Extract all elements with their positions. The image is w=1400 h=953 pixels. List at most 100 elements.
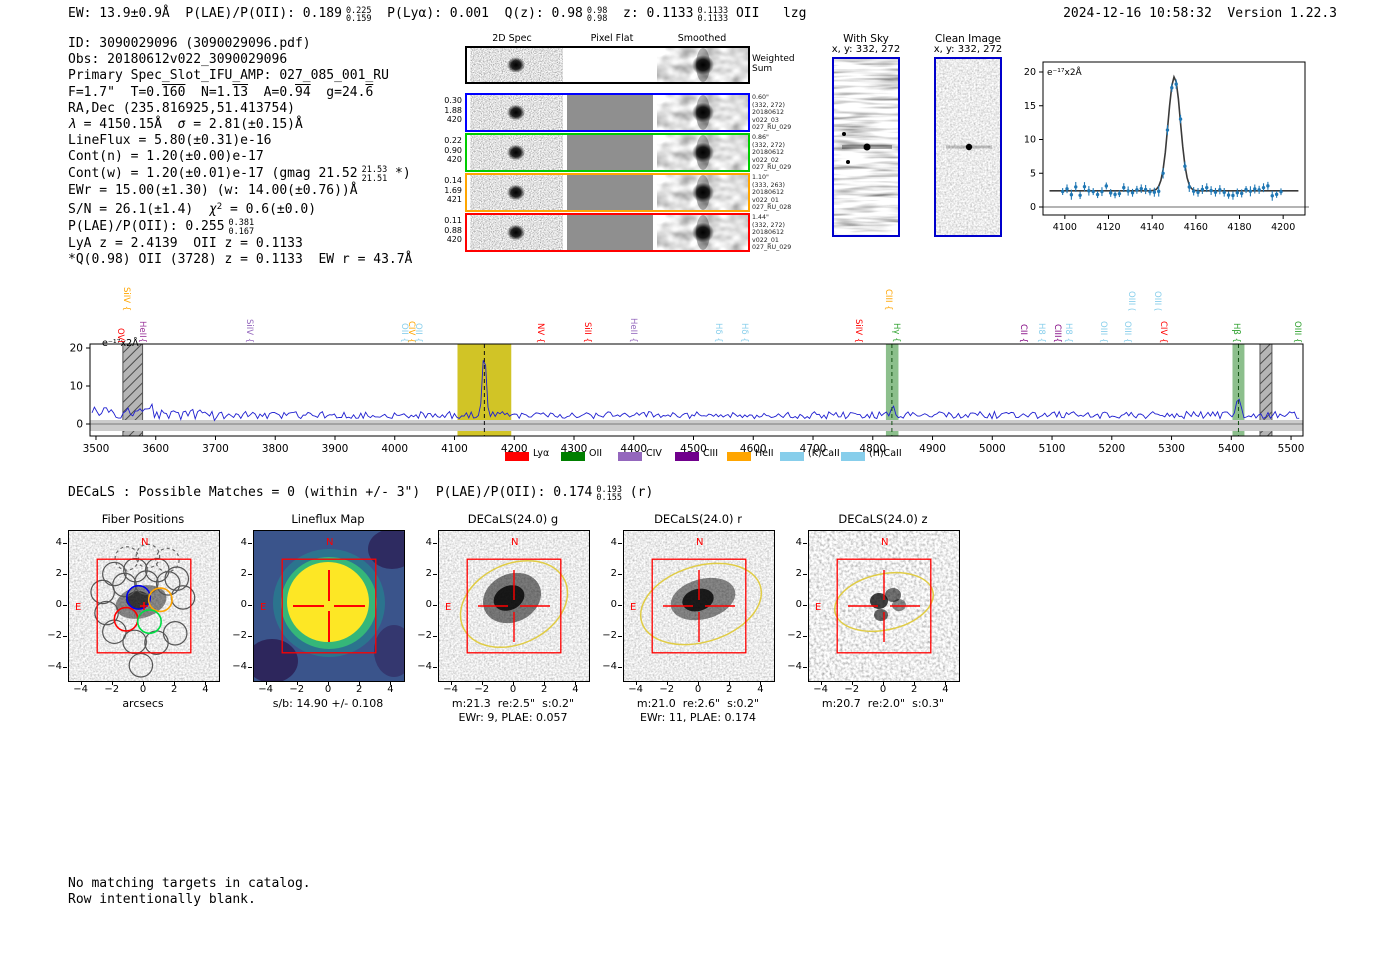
text-segment: 2 [216, 202, 223, 213]
text-segment: P(LAE)/P(OII): 0.255 [68, 218, 225, 234]
cutout-ytick-mark [803, 605, 807, 606]
text-segment: 6 [365, 84, 374, 100]
cutout-ytick-mark [618, 667, 622, 669]
svg-text:E: E [260, 602, 266, 613]
spec2d-row-image [470, 135, 748, 170]
text-segment: LyA z = 2.4139 OII z = 0.1133 [68, 236, 303, 252]
text-segment: P(Lyα): 0.001 Q(z): 0.98 [371, 6, 583, 21]
cutout-xtick-mark [205, 681, 207, 685]
text-segment: z: 0.1133 [607, 6, 694, 21]
spec2d-left-label: 0.90 [444, 145, 462, 155]
info-line: Cont(n) = 1.20(±0.00)e-17 [68, 149, 412, 165]
cutout-xtick-mark [359, 681, 361, 685]
cutout-ytick: −2 [602, 630, 617, 642]
cutout-xtick-mark [111, 681, 113, 685]
cutout-xtick: −2 [844, 684, 860, 695]
spec2d-left-label: 421 [446, 195, 462, 204]
spec2d-right-line: 1.10" [752, 174, 769, 181]
spec2d-left-label: 0.11 [444, 216, 462, 225]
cutout-ytick-mark [63, 667, 67, 669]
text-segment: EW: 13.9±0.9Å P(LAE)/P(OII): 0.189 [68, 6, 342, 21]
timestamp: 2024-12-16 10:58:32 Version 1.22.3 [1063, 6, 1337, 21]
info-line: Obs: 20180612v022_3090029096 [68, 52, 412, 68]
text-segment: DECaLS : Possible Matches = 0 (within +/… [68, 485, 593, 500]
cutout-xtick-mark [296, 681, 298, 685]
spec2d-right-line: Weighted [752, 54, 795, 64]
cutout-xtick-mark [820, 681, 822, 685]
cutout-xtick-mark [481, 681, 483, 685]
spec2d-right-line: v022_01 [752, 236, 779, 244]
info-line: LineFlux = 5.80(±0.31)e-16 [68, 133, 412, 149]
text-segment: = 2.81(±0.15)Å [185, 117, 303, 133]
cutout-xtick: −4 [73, 684, 88, 695]
cutout-ytick: 0 [55, 599, 62, 610]
cutout-ytick: 2 [240, 567, 247, 579]
svg-text:10: 10 [1024, 135, 1036, 146]
cutout-caption-1: m:20.7 re:2.0" s:0.3" [821, 697, 945, 710]
text-segment: A=0. [248, 84, 295, 100]
cutout-xtick-mark [265, 681, 267, 685]
text-segment: RA,Dec (235.816925,51.413754) [68, 100, 295, 116]
info-line: LyA z = 2.4139 OII z = 0.1133 [68, 236, 412, 252]
cutout-ytick-mark [248, 636, 252, 638]
cutout-ytick: −4 [417, 661, 432, 673]
cutout-ytick: 4 [240, 536, 247, 548]
spec2d-row [465, 173, 750, 212]
cutout-caption-2: EWr: 9, PLAE: 0.057 [458, 711, 568, 724]
cutout-ytick: 4 [425, 536, 432, 548]
cutout-ytick-mark [248, 667, 252, 669]
svg-text:4100: 4100 [1053, 222, 1077, 233]
footer-line: Row intentionally blank. [68, 891, 256, 907]
svg-text:4180: 4180 [1227, 222, 1251, 233]
cutout-xtick: 4 [387, 684, 394, 695]
cutout-ytick-mark [618, 573, 622, 575]
spec2d-left-labels: 0.22 0.90 420 [437, 136, 462, 165]
cutout-ytick: 0 [425, 599, 432, 610]
spec2d-row [465, 213, 750, 252]
cutout-ytick-mark [433, 667, 437, 669]
cutout-xtick-mark [513, 681, 514, 685]
cutout-ytick: −2 [787, 630, 802, 642]
cutout-xtick-mark [450, 681, 452, 685]
cutout-ytick: −4 [47, 661, 62, 673]
text-segment: *Q(0.98) OII (3728) z = 0.1133 EW r = 43… [68, 252, 413, 268]
svg-text:N: N [326, 537, 333, 548]
cutout-xtick-mark [80, 681, 82, 685]
spec2d-left-label: 420 [446, 115, 462, 124]
cutout-xtick: 0 [879, 684, 887, 695]
cutout-ytick-mark [63, 573, 67, 575]
cutout-ytick: 2 [425, 567, 432, 579]
cutout-xtick: 0 [509, 684, 517, 695]
svg-text:4200: 4200 [1271, 222, 1295, 233]
footer-notes: No matching targets in catalog. Row inten… [68, 876, 311, 907]
cutout-xtick: 0 [139, 684, 147, 695]
info-line: Cont(w) = 1.20(±0.01)e-17 (gmag 21.52 21.… [68, 166, 412, 184]
stacked-fraction: 0.98 0.98 [586, 5, 608, 24]
cutout-ytick-mark [433, 542, 437, 544]
cutout-caption-1: m:21.0 re:2.6" s:0.2" [636, 697, 760, 710]
stacked-fraction: 21.53 21.51 [361, 165, 388, 184]
cutout-title: DECaLS(24.0) r [654, 512, 742, 526]
cutout-ytick-mark [63, 605, 67, 606]
cutout-xtick-mark [698, 681, 699, 685]
svg-text:E: E [75, 602, 81, 613]
spec2d-right-line: 1.44" [752, 214, 769, 221]
svg-text:E: E [445, 602, 451, 613]
stacked-fraction: 0.381 0.167 [228, 218, 255, 237]
cutout-ytick: 2 [610, 567, 617, 579]
svg-text:N: N [696, 537, 703, 548]
cutout-xtick: 2 [911, 684, 918, 695]
cutout-ytick: 4 [795, 536, 802, 548]
svg-text:E: E [630, 602, 636, 613]
info-line: λ = 4150.15Å σ = 2.81(±0.15)Å [68, 117, 412, 133]
cutout-ytick: −2 [47, 630, 62, 642]
spec2d-right-line: 20180612 [752, 109, 785, 117]
cutout-xtick-mark [851, 681, 853, 685]
cutout-xtick-mark [575, 681, 577, 685]
text-segment: λ [68, 117, 76, 133]
cutout-title: Lineflux Map [291, 512, 365, 526]
